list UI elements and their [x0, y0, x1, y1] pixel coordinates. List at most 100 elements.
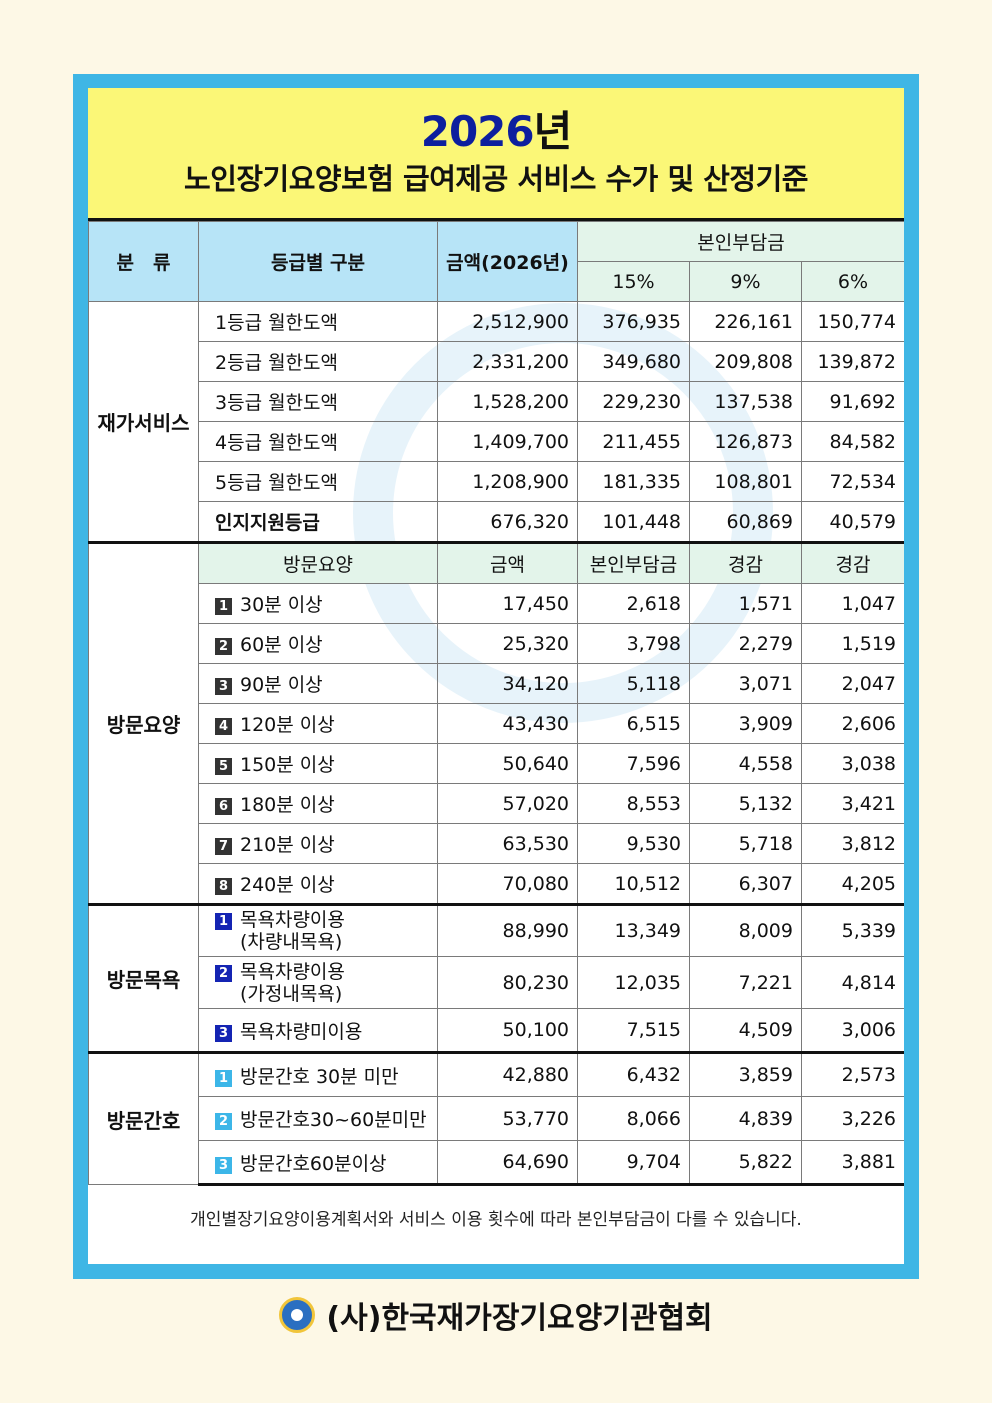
row-label-line: 방문간호 30분 미만	[240, 1065, 399, 1088]
table-row: 방문간호 1 방문간호 30분 미만 42,880 6,432 3,859 2,573	[88, 1051, 904, 1185]
number-badge-icon: 3	[215, 678, 232, 695]
header-15: 15%	[577, 261, 690, 302]
row-label-text: 1등급 월한도액	[215, 312, 338, 334]
copay-6-cell: 72,534	[800, 461, 904, 502]
header-row-1: 분 류 등급별 구분 금액(2026년) 본인부담금	[88, 221, 904, 302]
amount-cell: 50,640	[437, 743, 578, 784]
title-box: 2026년 노인장기요양보험 급여제공 서비스 수가 및 산정기준	[88, 88, 904, 221]
row-label-text: 30분 이상	[240, 594, 323, 616]
amount-cell: 676,320	[437, 501, 578, 543]
table-row: 8 240분 이상 70,080 10,512 6,307 4,205	[89, 863, 904, 905]
row-label: 2 목욕차량이용 (가정내목욕)	[198, 956, 438, 1009]
header-row-2: 15% 9% 6%	[89, 261, 904, 302]
table-row: 인지지원등급 676,320 101,448 60,869 40,579	[89, 501, 904, 543]
row-label: 8 240분 이상	[198, 863, 438, 905]
amount-cell: 70,080	[437, 863, 578, 905]
page-frame: 2026년 노인장기요양보험 급여제공 서비스 수가 및 산정기준 분 류 등급…	[73, 74, 919, 1279]
copay-9-cell: 2,279	[689, 623, 802, 664]
header-6: 6%	[800, 261, 904, 302]
copay-6-cell: 4,814	[800, 956, 904, 1009]
sub-header-amount: 금액	[437, 541, 578, 584]
row-label-text: 인지지원등급	[215, 512, 320, 534]
table-row: 7 210분 이상 63,530 9,530 5,718 3,812	[89, 823, 904, 864]
copay-15-cell: 349,680	[577, 341, 690, 382]
copay-6-cell: 40,579	[800, 501, 904, 543]
row-label-line-2: (가정내목욕)	[240, 982, 343, 1005]
copay-9-cell: 6,307	[689, 863, 802, 905]
category-cell: 재가서비스	[88, 301, 199, 543]
row-label: 1 방문간호 30분 미만	[198, 1051, 438, 1097]
row-label: 3등급 월한도액	[198, 381, 438, 422]
table-row: 2 60분 이상 25,320 3,798 2,279 1,519	[89, 623, 904, 664]
row-label-line: 180분 이상	[240, 794, 335, 816]
row-label-line: 210분 이상	[240, 834, 335, 856]
copay-15-cell: 8,066	[577, 1096, 690, 1141]
table-row: 2등급 월한도액 2,331,200 349,680 209,808 139,872	[89, 341, 904, 382]
row-label-line: 3등급 월한도액	[215, 392, 339, 414]
row-label-line: 목욕차량이용	[240, 960, 345, 983]
category-cell: 방문요양	[88, 541, 199, 905]
amount-cell: 64,690	[437, 1140, 578, 1186]
copay-15-cell: 3,798	[577, 623, 690, 664]
row-label-text: 180분 이상	[240, 794, 335, 816]
copay-6-cell: 4,205	[800, 863, 904, 905]
amount-cell: 42,880	[437, 1051, 578, 1097]
amount-cell: 2,512,900	[437, 301, 578, 342]
copay-6-cell: 1,047	[800, 583, 904, 624]
row-label-text: 5등급 월한도액	[215, 472, 338, 494]
copay-9-cell: 60,869	[689, 501, 802, 543]
copay-9-cell: 5,822	[689, 1140, 802, 1186]
year-number: 2026	[420, 107, 535, 156]
row-label: 6 180분 이상	[198, 783, 438, 824]
copay-9-cell: 8,009	[689, 903, 802, 957]
row-label: 2 60분 이상	[198, 623, 438, 664]
copay-15-cell: 8,553	[577, 783, 690, 824]
number-badge-icon: 2	[215, 964, 232, 982]
copay-15-cell: 13,349	[577, 903, 690, 957]
association-logo-icon	[279, 1297, 316, 1333]
sub-header-copay: 본인부담금	[577, 541, 690, 584]
row-label-text: 3등급 월한도액	[215, 392, 338, 414]
amount-cell: 53,770	[437, 1096, 578, 1141]
amount-cell: 1,409,700	[437, 421, 578, 462]
copay-15-cell: 6,432	[577, 1051, 690, 1097]
fee-table: 분 류 등급별 구분 금액(2026년) 본인부담금 15% 9% 6% 재가서…	[88, 221, 904, 1186]
sub-header-row: 방문요양 방문요양 금액 본인부담금 경감 경감	[88, 541, 904, 905]
copay-15-cell: 101,448	[577, 501, 690, 543]
amount-cell: 57,020	[437, 783, 578, 824]
row-label: 1 30분 이상	[198, 583, 438, 624]
copay-9-cell: 5,718	[689, 823, 802, 864]
row-label: 4등급 월한도액	[198, 421, 438, 462]
row-label-text: 90분 이상	[240, 674, 323, 696]
amount-cell: 1,528,200	[437, 381, 578, 422]
row-label-text: 목욕차량이용 (차량내목욕)	[240, 909, 345, 953]
row-label-text: 방문간호 30분 미만	[240, 1066, 399, 1088]
copay-9-cell: 1,571	[689, 583, 802, 624]
copay-6-cell: 3,226	[800, 1096, 904, 1141]
amount-cell: 88,990	[437, 903, 578, 957]
row-label: 3 방문간호60분이상	[198, 1140, 438, 1186]
number-badge-icon: 5	[215, 758, 232, 775]
row-label: 3 목욕차량미이용	[198, 1008, 438, 1053]
number-badge-icon: 3	[215, 1024, 232, 1042]
copay-9-cell: 4,509	[689, 1008, 802, 1053]
copay-6-cell: 3,881	[800, 1140, 904, 1186]
copay-15-cell: 7,515	[577, 1008, 690, 1053]
copay-6-cell: 2,047	[800, 663, 904, 704]
row-label-line: 목욕차량미이용	[240, 1020, 363, 1043]
row-label-text: 120분 이상	[240, 714, 335, 736]
amount-cell: 2,331,200	[437, 341, 578, 382]
table-row: 6 180분 이상 57,020 8,553 5,132 3,421	[89, 783, 904, 824]
row-label: 5등급 월한도액	[198, 461, 438, 502]
row-label-text: 4등급 월한도액	[215, 432, 338, 454]
row-label-line: 120분 이상	[240, 714, 335, 736]
copay-9-cell: 7,221	[689, 956, 802, 1009]
header-amount: 금액(2026년)	[437, 221, 578, 302]
row-label-text: 240분 이상	[240, 874, 335, 896]
amount-cell: 80,230	[437, 956, 578, 1009]
copay-9-cell: 5,132	[689, 783, 802, 824]
copay-9-cell: 137,538	[689, 381, 802, 422]
copay-6-cell: 1,519	[800, 623, 904, 664]
number-badge-icon: 4	[215, 718, 232, 735]
copay-9-cell: 3,859	[689, 1051, 802, 1097]
